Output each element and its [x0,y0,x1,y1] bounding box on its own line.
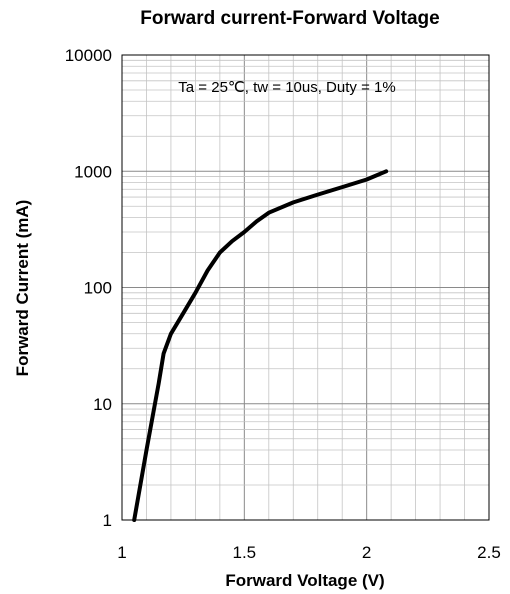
x-tick-label: 1.5 [233,543,257,562]
tick-labels: 1 1.5 2 2.5 1 10 100 1000 10000 [65,46,501,562]
y-axis-label: Forward Current (mA) [13,200,32,377]
y-tick-label: 10 [93,395,112,414]
plot-area-frame [121,54,490,521]
y-tick-label: 1000 [74,162,112,181]
y-tick-label: 100 [84,279,112,298]
x-tick-label: 1 [117,543,126,562]
y-tick-label: 1 [103,511,112,530]
annotation: Ta = 25℃, tw = 10us, Duty = 1% [178,79,395,96]
x-tick-label: 2 [362,543,371,562]
y-tick-label: 10000 [65,46,112,65]
chart-title: Forward current-Forward Voltage [140,8,439,29]
series-line [132,169,389,522]
x-axis-label: Forward Voltage (V) [225,571,384,590]
grid [121,55,490,521]
x-tick-label: 2.5 [477,543,501,562]
